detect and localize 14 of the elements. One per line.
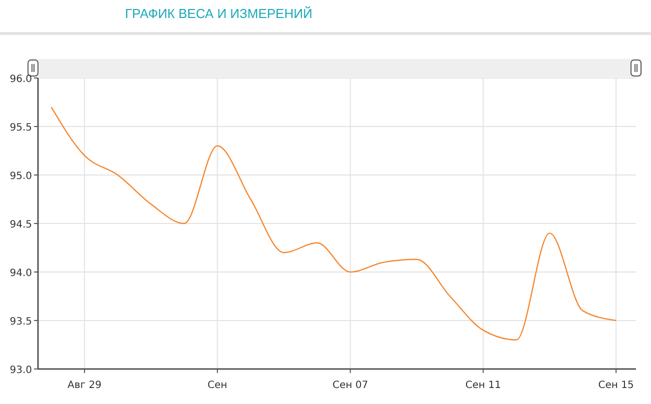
y-tick-label: 96.0	[10, 74, 32, 85]
x-tick-label: Сен	[208, 380, 228, 391]
y-tick-label: 95.5	[10, 122, 32, 134]
x-tick-label: Сен 15	[598, 380, 634, 391]
x-tick-label: Сен 07	[332, 380, 368, 391]
x-tick-label: Авг 29	[68, 380, 102, 391]
y-tick-label: 93.0	[10, 365, 32, 376]
y-tick-label: 95.0	[10, 171, 32, 182]
y-tick-label: 94.5	[10, 220, 32, 230]
line-series	[50, 106, 617, 340]
chart-title: ГРАФИК ВЕСА И ИЗМЕРЕНИЙ	[125, 6, 312, 21]
y-tick-label: 93.5	[10, 316, 32, 328]
y-tick-label: 94.0	[10, 268, 32, 279]
x-tick-label: Сен 11	[465, 380, 501, 391]
